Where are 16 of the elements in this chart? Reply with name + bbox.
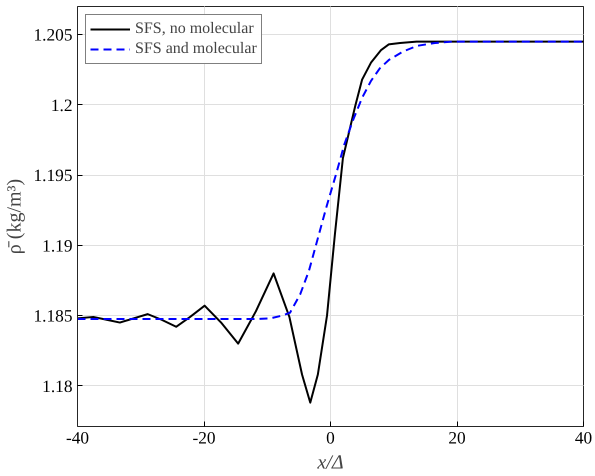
x-tick-label: 40 [574, 428, 592, 448]
y-tick-label: 1.185 [34, 306, 73, 326]
x-tick-label: -40 [66, 428, 90, 448]
y-axis-title: ρ̄ (kg/m³) [4, 178, 26, 254]
legend-label: SFS and molecular [135, 40, 257, 58]
y-tick-label: 1.19 [42, 236, 73, 256]
legend-label: SFS, no molecular [135, 20, 254, 38]
x-tick-label: 0 [326, 428, 335, 448]
y-tick-label: 1.2 [50, 96, 73, 115]
y-tick-label: 1.205 [34, 26, 73, 45]
y-tick-label: 1.195 [34, 166, 73, 186]
x-axis-title: x/Δ [316, 452, 344, 474]
line-series [78, 40, 584, 320]
y-tick-label: 1.18 [42, 376, 73, 396]
x-tick-label: -20 [192, 428, 216, 448]
x-tick-label: 20 [448, 428, 466, 448]
